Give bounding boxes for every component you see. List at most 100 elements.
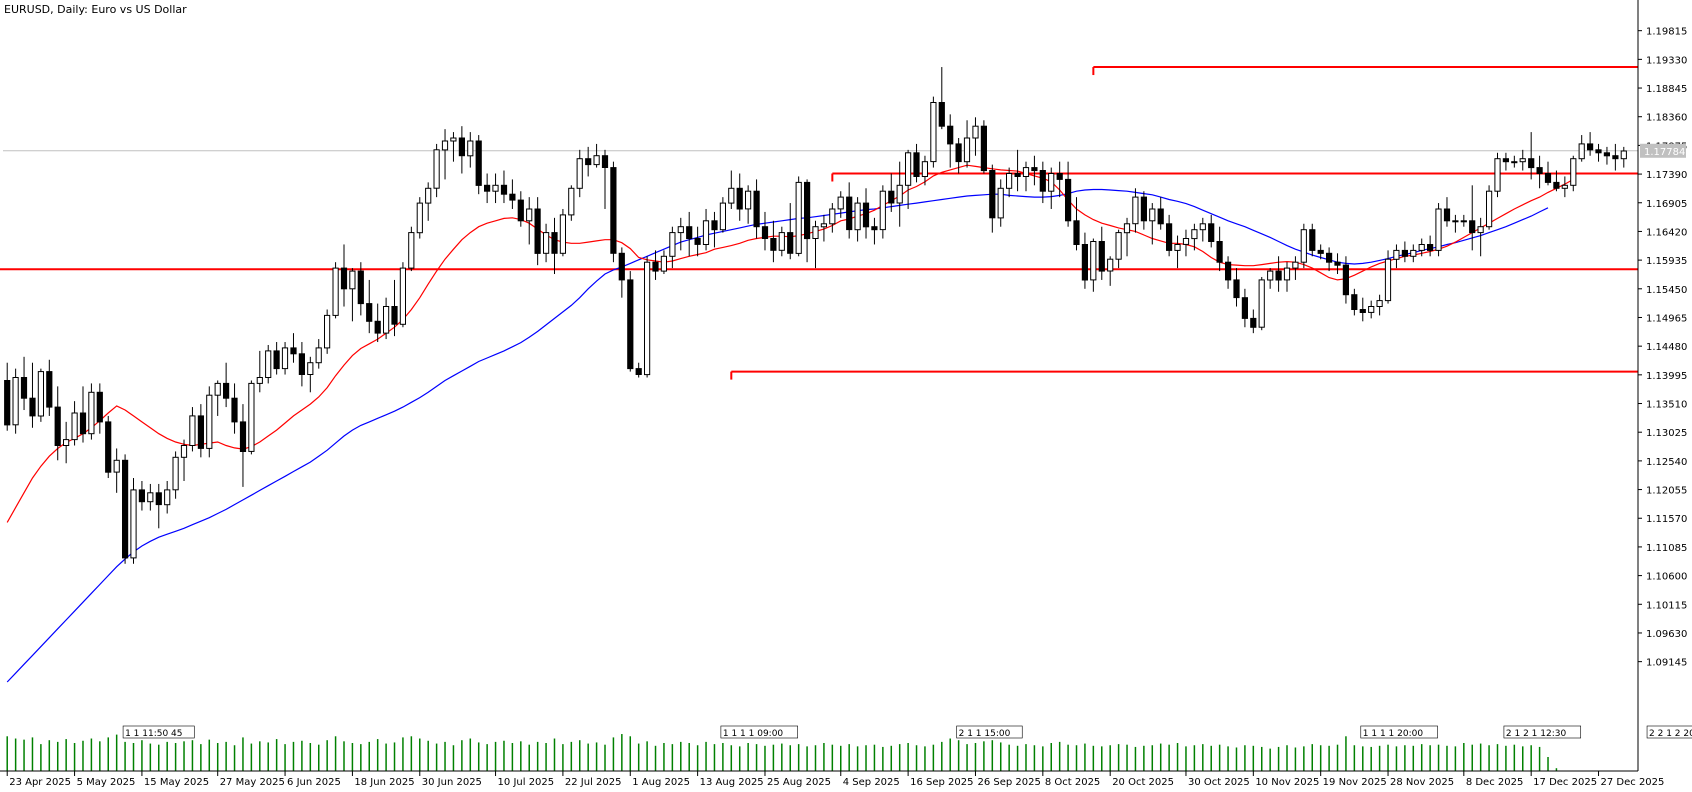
candle-body (543, 232, 550, 254)
candle (1519, 149, 1526, 171)
candle-body (997, 187, 1004, 219)
candle-body (1149, 208, 1156, 222)
candle-body (829, 208, 836, 225)
candle (340, 244, 348, 307)
price-tick-label: 1.17390 (1646, 170, 1687, 181)
candle (534, 197, 541, 266)
candle-body (618, 252, 625, 281)
candle (1443, 197, 1451, 227)
candle (795, 176, 802, 257)
price-tick-label: 1.13995 (1646, 371, 1687, 382)
candle (1233, 268, 1240, 307)
candle (1595, 143, 1602, 162)
candle-body (290, 347, 297, 355)
date-tick-label: 19 Nov 2025 (1323, 777, 1387, 788)
candle-body (1233, 279, 1240, 299)
price-tick-label: 1.13510 (1646, 400, 1687, 411)
candle-body (677, 226, 684, 234)
candle (1174, 235, 1181, 269)
candle-body (1275, 270, 1282, 281)
candle (1309, 223, 1316, 257)
candle (1384, 250, 1392, 304)
candle (736, 173, 743, 221)
candle (947, 114, 954, 168)
candle-body (492, 184, 499, 192)
candle (223, 362, 230, 408)
candle-body (1528, 158, 1535, 169)
candle (905, 149, 912, 209)
candle (1326, 247, 1333, 272)
candle (281, 342, 289, 375)
candle-body (130, 489, 137, 559)
candle (1342, 256, 1350, 304)
horizontal-levels (0, 66, 1638, 380)
candle (1553, 170, 1560, 192)
candle-body (1031, 167, 1038, 172)
candle (189, 407, 196, 452)
candle-body (635, 368, 642, 376)
candle (1300, 223, 1307, 269)
candle-body (576, 158, 583, 189)
candle (761, 211, 769, 251)
candle (879, 185, 886, 239)
candle-body (164, 489, 171, 506)
candle-body (1166, 223, 1173, 251)
candle (4, 362, 11, 431)
candle (298, 342, 305, 387)
candle-body (753, 190, 760, 228)
candle-body (172, 456, 179, 491)
candle-body (71, 412, 78, 441)
candle-body (1292, 261, 1299, 269)
candle-body (1140, 196, 1148, 222)
candle (1351, 288, 1358, 316)
candle (1612, 143, 1619, 171)
candle-body (989, 170, 996, 219)
candle (1048, 167, 1055, 209)
candle-body (1123, 223, 1131, 234)
candle (1477, 217, 1484, 257)
candle-body (913, 152, 920, 178)
candle (484, 173, 491, 204)
candle (324, 309, 331, 354)
candle (290, 333, 297, 363)
candle-body (391, 306, 398, 325)
candle (888, 173, 895, 212)
candle (1418, 238, 1425, 257)
candle-body (1300, 229, 1307, 263)
candle (1241, 288, 1249, 328)
candle (1039, 161, 1046, 204)
candle (938, 67, 945, 130)
date-tick-label: 23 Apr 2025 (9, 777, 71, 788)
candle-body (862, 202, 870, 228)
candle-body (147, 492, 154, 503)
candle-body (1410, 249, 1417, 257)
candle (20, 356, 28, 411)
candle-body (1090, 241, 1097, 281)
candle (349, 268, 356, 322)
price-tick-label: 1.13025 (1646, 428, 1687, 439)
event-marker-label: 2 1 2 1 12:30 (1506, 729, 1567, 739)
candle-body (1351, 294, 1358, 311)
candle-body (1342, 264, 1350, 296)
candle (307, 356, 314, 393)
candle (719, 197, 726, 233)
candle-body (1182, 238, 1190, 245)
candle-body (1578, 143, 1585, 160)
candle (366, 279, 373, 334)
candle (980, 120, 987, 174)
candle (88, 383, 95, 440)
candle-body (63, 439, 70, 447)
candle (155, 483, 162, 529)
candle (686, 211, 693, 257)
candle-body (180, 445, 188, 458)
candle-body (324, 314, 331, 349)
candle-body (644, 261, 651, 376)
candle-body (1519, 158, 1526, 163)
candle-body (1544, 173, 1552, 183)
candle (164, 480, 171, 514)
candle-body (1006, 173, 1013, 189)
candle (214, 380, 221, 416)
candle-body (728, 187, 735, 204)
candle (433, 143, 440, 198)
candle (138, 480, 146, 511)
